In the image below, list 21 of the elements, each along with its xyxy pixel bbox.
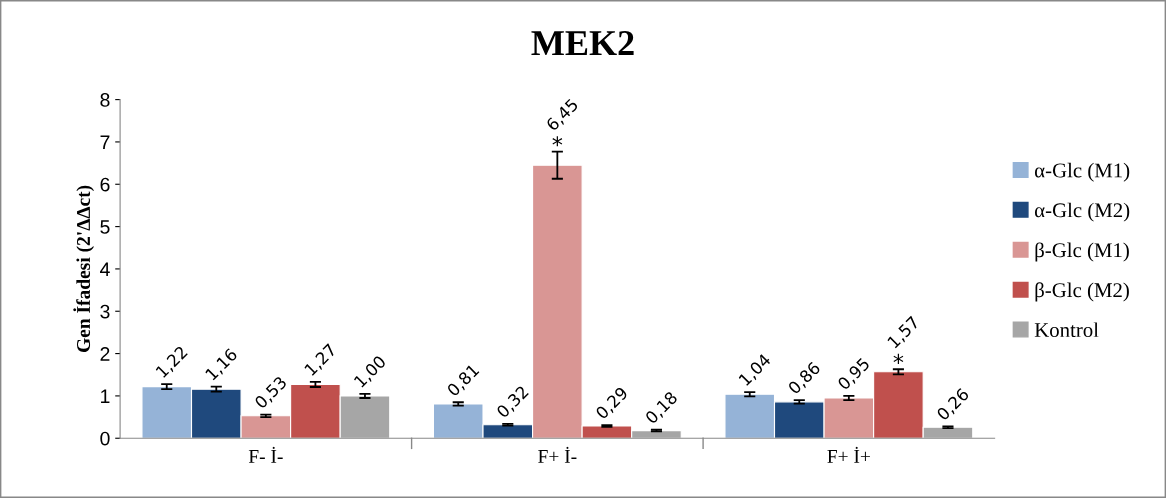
legend-label: β-Glc (M1) — [1035, 242, 1129, 262]
annotation: * — [893, 353, 904, 364]
legend-label: β-Glc (M2) — [1035, 282, 1129, 302]
annotation: * — [552, 136, 563, 147]
y-tick-label: 0 — [100, 431, 110, 446]
y-tick-label: 1 — [101, 389, 110, 403]
x-tick-label: F+ İ+ — [827, 446, 870, 463]
legend-label: α-Glc (M2) — [1034, 202, 1130, 222]
y-axis-title: Gen İfadesi (2'ΔΔct) — [73, 185, 95, 352]
y-tick-label: 7 — [100, 135, 110, 149]
x-tick-label: F- İ- — [248, 446, 283, 463]
y-tick-label: 4 — [100, 262, 110, 276]
y-tick-label: 6 — [100, 177, 110, 192]
x-tick-label: F+ İ- — [538, 446, 577, 463]
y-tick-label: 3 — [100, 304, 110, 319]
chart-title: MEK2 — [531, 31, 634, 55]
y-tick-label: 5 — [100, 220, 110, 234]
y-tick-label: 2 — [100, 347, 110, 361]
legend-label: α-Glc (M1) — [1034, 162, 1130, 182]
y-tick-label: 8 — [100, 93, 110, 107]
legend-label: Kontrol — [1034, 322, 1099, 338]
